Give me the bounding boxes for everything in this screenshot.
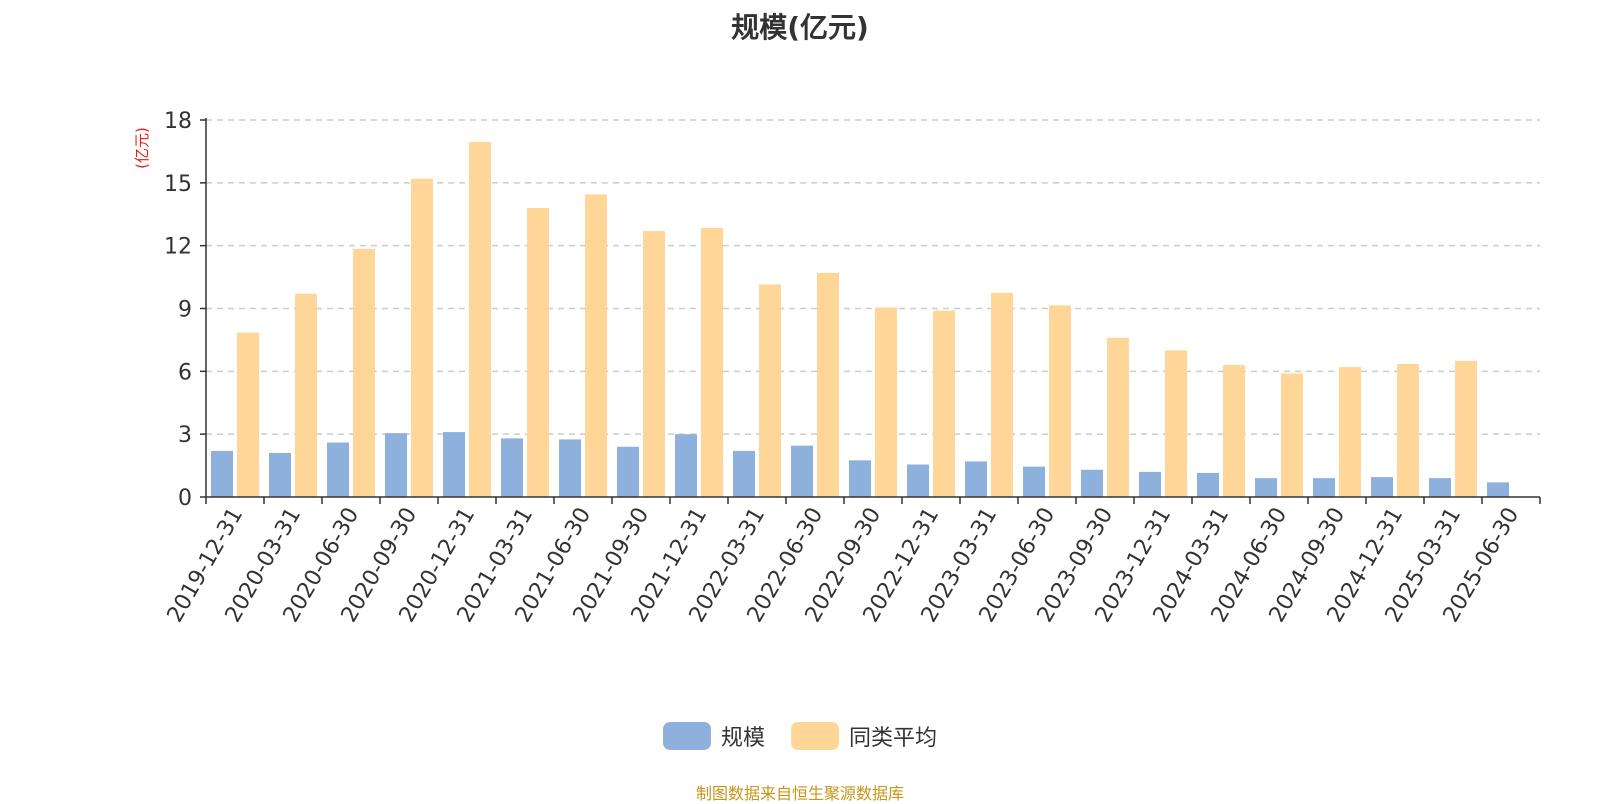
bar-scale	[327, 442, 349, 497]
bar-scale	[1081, 469, 1103, 497]
bar-peer-average	[585, 194, 607, 497]
bar-peer-average	[411, 178, 433, 497]
bar-peer-average	[875, 307, 897, 497]
bar-scale	[211, 450, 233, 497]
bar-peer-average	[1165, 350, 1187, 497]
bar-scale	[617, 446, 639, 497]
bar-peer-average	[991, 292, 1013, 497]
bar-peer-average	[1397, 364, 1419, 497]
bar-peer-average	[933, 310, 955, 497]
y-tick-label: 18	[164, 109, 192, 134]
bar-scale	[1487, 482, 1509, 497]
bars	[211, 141, 1509, 497]
bar-peer-average	[643, 231, 665, 497]
bar-scale	[1371, 477, 1393, 497]
legend: 规模 同类平均	[0, 720, 1600, 752]
bar-scale	[385, 433, 407, 497]
bar-scale	[443, 432, 465, 497]
bar-peer-average	[1107, 337, 1129, 497]
bar-peer-average	[1223, 365, 1245, 497]
bar-peer-average	[701, 227, 723, 497]
bar-scale	[849, 460, 871, 497]
bar-scale	[1255, 478, 1277, 497]
axes	[200, 118, 1541, 504]
bar-peer-average	[1339, 367, 1361, 497]
y-tick-label: 0	[178, 486, 192, 511]
bar-scale	[1429, 478, 1451, 497]
bar-scale	[907, 464, 929, 497]
bar-scale	[965, 461, 987, 497]
bar-peer-average	[1455, 360, 1477, 497]
bar-scale	[269, 453, 291, 497]
bar-scale	[675, 434, 697, 497]
y-tick-label: 6	[178, 360, 192, 385]
y-tick-label: 3	[178, 423, 192, 448]
bar-peer-average	[469, 141, 491, 497]
y-tick-label: 15	[164, 172, 192, 197]
bar-peer-average	[527, 207, 549, 497]
y-tick-label: 12	[164, 235, 192, 260]
bar-scale	[1139, 471, 1161, 497]
bar-scale	[791, 445, 813, 497]
legend-swatch-peer-average	[791, 722, 839, 750]
bar-peer-average	[817, 272, 839, 497]
bar-scale	[1023, 466, 1045, 497]
y-tick-label: 9	[178, 298, 192, 323]
bar-peer-average	[295, 293, 317, 497]
bar-peer-average	[353, 248, 375, 497]
bar-scale	[733, 450, 755, 497]
data-source-footer: 制图数据来自恒生聚源数据库	[695, 784, 904, 803]
chart-title: 规模(亿元)	[731, 11, 869, 44]
legend-item-peer-average[interactable]: 同类平均	[791, 720, 937, 752]
bar-scale	[559, 439, 581, 497]
bar-peer-average	[1049, 305, 1071, 497]
bar-peer-average	[1281, 373, 1303, 497]
y-axis-unit-label: (亿元)	[133, 127, 151, 169]
legend-swatch-scale	[662, 722, 711, 750]
bar-peer-average	[237, 332, 259, 497]
legend-item-scale[interactable]: 规模	[662, 720, 765, 752]
legend-label-scale: 规模	[720, 726, 765, 751]
bar-peer-average	[759, 284, 781, 497]
bar-scale	[1313, 478, 1335, 497]
legend-label-peer-average: 同类平均	[849, 726, 938, 751]
bar-scale	[501, 438, 523, 497]
bar-scale	[1197, 472, 1219, 497]
